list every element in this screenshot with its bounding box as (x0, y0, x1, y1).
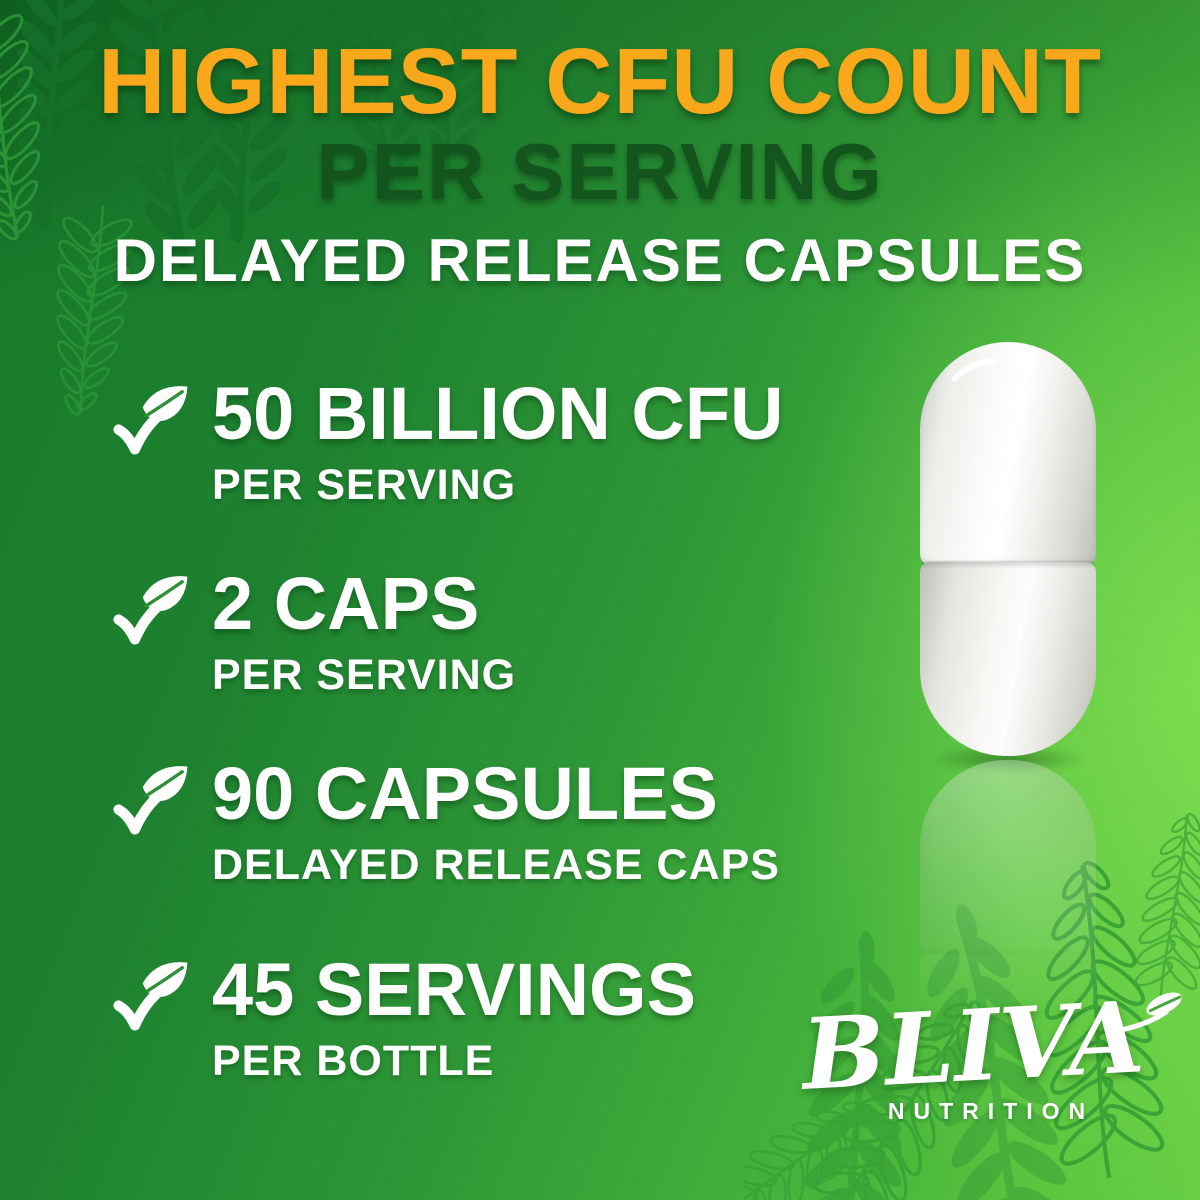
brand-name: BLIVA (799, 980, 1182, 1113)
brand-leaf-flourish-icon (1116, 992, 1182, 1033)
feature-headline: 50 BILLION CFU (212, 372, 784, 455)
capsule-image (920, 342, 1096, 756)
headline-highest-cfu-count: HIGHEST CFU COUNT (98, 29, 1102, 133)
subtitle-delayed-release: DELAYED RELEASE CAPSULES (113, 227, 1087, 294)
feature-headline: 90 CAPSULES (212, 752, 718, 835)
capsule-cap (920, 342, 1096, 566)
feature-caps-per-serving: 2 CAPS PER SERVING (110, 566, 516, 700)
feature-text: 45 SERVINGS PER BOTTLE (212, 952, 696, 1086)
leaf-check-icon (110, 758, 196, 844)
feature-servings: 45 SERVINGS PER BOTTLE (110, 952, 696, 1086)
feature-subline: PER SERVING (212, 461, 517, 510)
feature-capsule-count: 90 CAPSULES DELAYED RELEASE CAPS (110, 756, 780, 890)
headline-per-serving: PER SERVING (316, 127, 884, 216)
feature-headline: 45 SERVINGS (212, 948, 696, 1031)
feature-subline: PER SERVING (212, 651, 517, 700)
feature-cfu: 50 BILLION CFU PER SERVING (110, 376, 783, 510)
feature-subline: DELAYED RELEASE CAPS (212, 841, 780, 890)
leaf-check-icon (110, 568, 196, 654)
leaf-check-icon (110, 954, 196, 1040)
brand-name-text: BLIVA (799, 980, 1147, 1113)
brand-tagline: NUTRITION (887, 1098, 1095, 1124)
capsule-body (920, 562, 1096, 756)
capsule-seam (922, 561, 1094, 568)
feature-subline: PER BOTTLE (212, 1037, 495, 1086)
leaf-check-icon (110, 378, 196, 464)
feature-headline: 2 CAPS (212, 562, 480, 645)
brand-logo: BLIVA NUTRITION (799, 980, 1182, 1125)
feature-text: 90 CAPSULES DELAYED RELEASE CAPS (212, 756, 780, 890)
feature-text: 50 BILLION CFU PER SERVING (212, 376, 783, 510)
feature-text: 2 CAPS PER SERVING (212, 566, 516, 700)
